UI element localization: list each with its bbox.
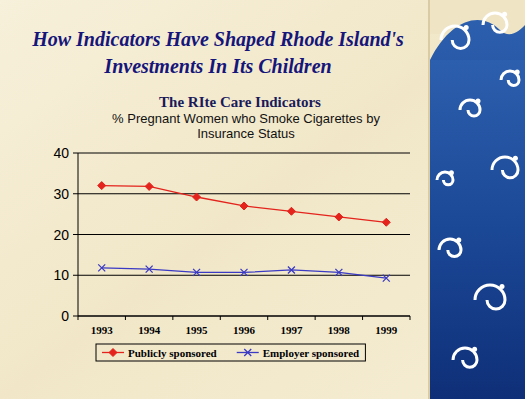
wave-foam	[464, 25, 469, 30]
legend: Publicly sponsored Employer sponsored	[96, 344, 365, 361]
x-tick	[315, 316, 316, 320]
x-tick-label: 1993	[91, 324, 114, 336]
x-tick	[410, 316, 411, 320]
plot-area	[98, 182, 391, 282]
grid-line	[78, 193, 410, 194]
y-tick	[73, 275, 78, 276]
strip-edge	[428, 0, 430, 399]
marker	[145, 182, 153, 190]
series-line	[102, 186, 387, 223]
background	[0, 0, 525, 399]
series-line	[102, 268, 387, 278]
wave-foam	[500, 284, 505, 289]
wave-foam	[456, 238, 461, 243]
x-tick	[125, 316, 126, 320]
slide-title: How Indicators Have Shaped Rhode Island'…	[31, 28, 404, 77]
marker	[98, 182, 106, 190]
marker	[240, 202, 248, 210]
marker	[241, 269, 248, 276]
x-tick-label: 1996	[233, 324, 256, 336]
x-tick-label: 1999	[375, 324, 398, 336]
wave-curl	[475, 285, 505, 309]
x-tick-label: 1998	[328, 324, 351, 336]
x-tick-label: 1997	[280, 324, 303, 336]
chart-title: % Pregnant Women who Smoke Cigarettes by…	[112, 111, 380, 141]
marker	[288, 266, 295, 273]
x-tick-label: 1994	[138, 324, 161, 336]
legend-marker	[244, 349, 251, 356]
marker	[383, 275, 390, 282]
x-tick-label: 1995	[186, 324, 209, 336]
legend-label: Employer sponsored	[263, 347, 359, 359]
y-tick-label: 10	[53, 267, 69, 283]
y-tick	[73, 193, 78, 194]
x-axis	[78, 316, 410, 317]
axes: 0 10 20 30 40 1993 1994 1995 1996 1997 1998 1999	[53, 145, 410, 336]
slide: How Indicators Have Shaped Rhode Island'…	[0, 0, 525, 399]
x-tick	[220, 316, 221, 320]
y-tick	[73, 316, 78, 317]
y-tick	[73, 153, 78, 154]
marker	[335, 213, 343, 221]
wave-body	[430, 60, 525, 399]
legend-box	[96, 344, 365, 361]
x-tick	[172, 316, 173, 320]
wave-foam	[502, 12, 507, 17]
grid-line	[78, 153, 410, 154]
marker	[382, 218, 390, 226]
wave-foam	[449, 170, 454, 175]
marker	[193, 269, 200, 276]
wave-foam	[513, 156, 518, 161]
marker	[287, 207, 295, 215]
grid-line	[78, 234, 410, 235]
wave-body	[430, 20, 525, 399]
marker	[193, 193, 201, 201]
marker	[335, 269, 342, 276]
wave-foam	[472, 347, 477, 352]
wave-foam	[476, 99, 481, 104]
x-tick	[78, 316, 79, 320]
x-tick	[362, 316, 363, 320]
wave-foam	[515, 69, 520, 74]
y-tick	[73, 234, 78, 235]
y-tick-label: 40	[53, 145, 69, 161]
chart-subtitle: The RIte Care Indicators	[159, 94, 321, 110]
y-tick-label: 20	[53, 227, 69, 243]
legend-marker	[109, 349, 117, 357]
x-tick	[267, 316, 268, 320]
y-axis	[78, 153, 79, 316]
legend-label: Publicly sponsored	[128, 347, 217, 359]
wave-decoration	[428, 0, 525, 399]
marker	[98, 264, 105, 271]
marker	[146, 266, 153, 273]
y-tick-label: 30	[53, 186, 69, 202]
y-tick-label: 0	[61, 308, 69, 324]
grid-line	[78, 316, 410, 317]
